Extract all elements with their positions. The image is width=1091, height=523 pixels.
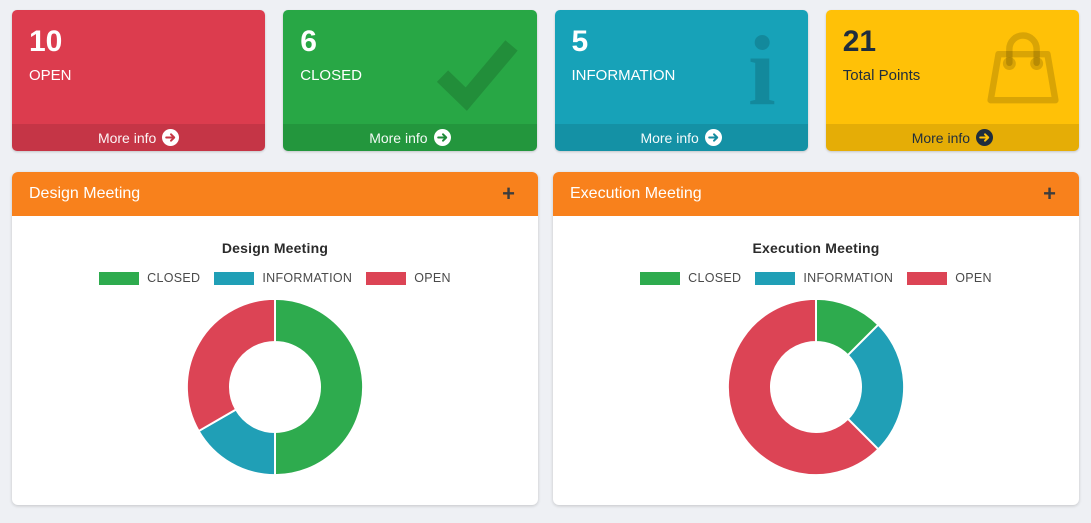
open-more-info-link[interactable]: More info <box>12 124 266 151</box>
total-points-count: 21 <box>842 25 877 58</box>
design-meeting-panel-title: Design Meeting <box>29 185 141 202</box>
execution-meeting-panel: Execution Meeting + Execution Meeting CL… <box>553 172 1079 505</box>
total-points-more-info-link[interactable]: More info <box>825 124 1079 151</box>
legend-swatch <box>99 271 140 285</box>
closed-summary-box: 6 CLOSED More info <box>283 10 537 151</box>
open-summary-box: 10 OPEN More info <box>12 10 266 151</box>
total-points-label: Total Points <box>842 67 921 84</box>
open-count: 10 <box>29 25 63 58</box>
design-meeting-chart: Design Meeting CLOSED INFORMATION OPEN <box>12 240 538 480</box>
arrow-circle-right-icon <box>704 129 722 146</box>
legend-label: CLOSED <box>147 271 201 285</box>
chart-legend: CLOSED INFORMATION OPEN <box>553 271 1079 285</box>
donut-slice-open[interactable] <box>726 297 880 477</box>
legend-label: CLOSED <box>688 271 742 285</box>
legend-label: OPEN <box>414 271 451 285</box>
closed-summary-inner: 6 CLOSED <box>283 10 536 84</box>
chart-title: Execution Meeting <box>752 240 880 256</box>
legend-swatch <box>366 271 407 285</box>
legend-label: OPEN <box>955 271 992 285</box>
shopping-bag-icon <box>977 24 1069 121</box>
information-summary-inner: 5 INFORMATION <box>555 10 808 84</box>
legend-label: INFORMATION <box>262 271 353 285</box>
open-summary-inner: 10 OPEN <box>12 10 265 84</box>
open-label: OPEN <box>29 67 72 84</box>
arrow-circle-right-icon <box>433 129 451 146</box>
legend-swatch <box>640 271 681 285</box>
execution-meeting-panel-title: Execution Meeting <box>570 185 702 202</box>
donut-chart <box>185 297 365 477</box>
info-icon: i <box>747 15 776 126</box>
more-info-label: More info <box>911 129 971 146</box>
information-count: 5 <box>571 25 589 58</box>
total-points-summary-box: 21 Total Points More info <box>825 10 1079 151</box>
information-more-info-link[interactable]: More info <box>554 124 808 151</box>
total-points-summary-inner: 21 Total Points <box>826 10 1079 84</box>
chart-title: Design Meeting <box>221 240 329 256</box>
more-info-label: More info <box>97 129 157 146</box>
execution-meeting-chart: Execution Meeting CLOSED INFORMATION OPEN <box>553 240 1079 480</box>
donut-slice-closed[interactable] <box>274 297 365 477</box>
design-meeting-panel: Design Meeting + Design Meeting CLOSED IN… <box>12 172 538 505</box>
legend-swatch <box>214 271 255 285</box>
legend-item-closed[interactable]: CLOSED <box>640 271 741 285</box>
closed-more-info-link[interactable]: More info <box>283 124 537 151</box>
legend-item-information[interactable]: INFORMATION <box>214 271 352 285</box>
information-summary-box: 5 INFORMATION i More info <box>554 10 808 151</box>
legend-item-information[interactable]: INFORMATION <box>755 271 893 285</box>
legend-item-open[interactable]: OPEN <box>366 271 451 285</box>
execution-meeting-panel-header: Execution Meeting + <box>553 172 1079 216</box>
legend-swatch <box>755 271 796 285</box>
legend-swatch <box>907 271 948 285</box>
more-info-label: More info <box>369 129 428 146</box>
donut-slice-information[interactable] <box>846 323 906 451</box>
arrow-circle-right-icon <box>162 129 180 146</box>
plus-icon[interactable]: + <box>1037 181 1062 207</box>
closed-count: 6 <box>300 25 317 58</box>
meeting-panels-row: Design Meeting + Design Meeting CLOSED IN… <box>12 172 1079 505</box>
design-meeting-panel-header: Design Meeting + <box>12 172 538 216</box>
arrow-circle-right-icon <box>976 129 994 146</box>
donut-chart <box>726 297 906 477</box>
legend-item-closed[interactable]: CLOSED <box>99 271 200 285</box>
check-icon <box>427 24 527 121</box>
summary-boxes-row: 10 OPEN More info 6 CLOSED <box>12 10 1079 151</box>
information-label: INFORMATION <box>571 67 676 84</box>
legend-label: INFORMATION <box>803 271 894 285</box>
legend-item-open[interactable]: OPEN <box>907 271 992 285</box>
execution-meeting-panel-body: Execution Meeting CLOSED INFORMATION OPEN <box>553 216 1079 505</box>
closed-label: CLOSED <box>300 67 362 84</box>
donut-slice-open[interactable] <box>185 297 276 433</box>
design-meeting-panel-body: Design Meeting CLOSED INFORMATION OPEN <box>12 216 538 505</box>
more-info-label: More info <box>640 129 699 146</box>
chart-legend: CLOSED INFORMATION OPEN <box>12 271 538 285</box>
plus-icon[interactable]: + <box>496 181 521 207</box>
